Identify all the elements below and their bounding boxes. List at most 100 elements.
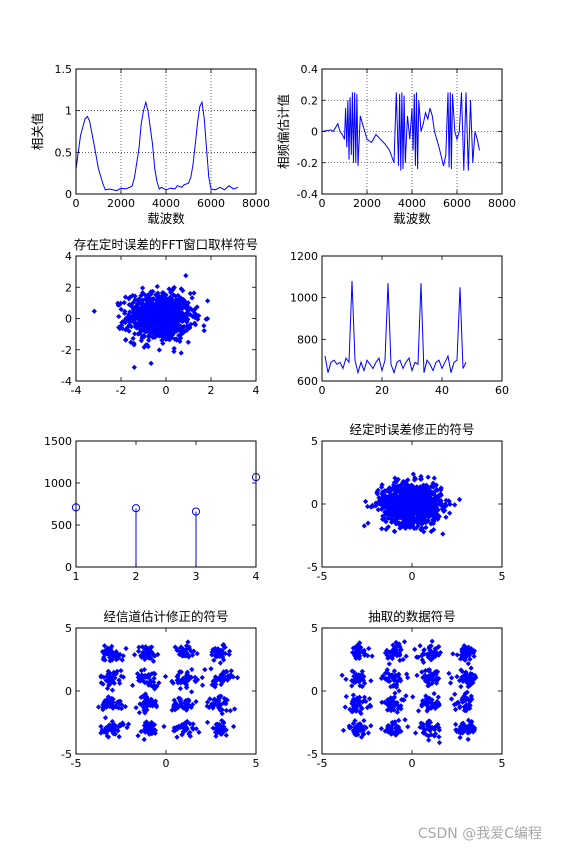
scatter-point <box>425 683 431 689</box>
scatter-point <box>422 674 428 680</box>
scatter-point <box>192 310 198 317</box>
scatter-point <box>160 331 166 337</box>
scatter-point <box>226 651 232 658</box>
scatter-point <box>117 325 123 332</box>
scatter-point <box>398 646 404 653</box>
scatter-point <box>145 295 151 301</box>
scatter-point <box>177 338 183 344</box>
scatter-point <box>147 645 153 651</box>
scatter-point <box>461 707 468 714</box>
scatter-point <box>385 678 391 684</box>
scatter-point <box>187 325 193 331</box>
scatter-point <box>152 331 159 337</box>
scatter-point <box>169 707 175 713</box>
scatter-point <box>188 704 194 711</box>
scatter-point <box>152 730 158 736</box>
scatter-point <box>146 648 152 654</box>
scatter-point <box>183 704 190 710</box>
scatter-point <box>416 513 422 519</box>
scatter-point <box>120 674 127 680</box>
scatter-point <box>141 328 147 334</box>
scatter-point <box>436 739 443 746</box>
scatter-point <box>378 675 385 682</box>
scatter-point <box>101 643 108 649</box>
scatter-point <box>384 667 390 673</box>
scatter-point <box>464 725 470 731</box>
scatter-point <box>383 510 389 516</box>
scatter-point <box>118 306 124 313</box>
scatter-point <box>112 731 118 737</box>
scatter-point <box>468 665 474 671</box>
scatter-point <box>192 322 199 328</box>
scatter-point <box>135 674 142 681</box>
scatter-point <box>100 656 106 663</box>
scatter-point <box>212 681 218 687</box>
scatter-point <box>218 681 224 688</box>
x-tick-label: -5 <box>317 570 328 583</box>
scatter-point <box>359 699 366 705</box>
scatter-point <box>145 343 151 350</box>
scatter-point <box>136 710 143 716</box>
y-tick-label: 1 <box>65 105 72 118</box>
scatter-point <box>160 315 166 321</box>
scatter-point <box>217 707 223 713</box>
scatter-point <box>402 717 408 723</box>
scatter-point <box>359 705 365 712</box>
scatter-point <box>234 675 241 681</box>
scatter-point <box>470 680 476 686</box>
scatter-point <box>191 648 197 654</box>
scatter-point <box>180 317 186 323</box>
scatter-point <box>180 723 186 729</box>
scatter-point <box>170 309 176 315</box>
scatter-point <box>105 645 111 651</box>
y-tick-label: 600 <box>297 375 318 388</box>
scatter-point <box>374 491 380 497</box>
scatter-point <box>152 326 159 333</box>
y-tick-label: 1500 <box>44 435 72 448</box>
scatter-point <box>201 327 207 334</box>
scatter-point <box>125 324 131 330</box>
scatter-point <box>349 668 355 674</box>
scatter-point <box>123 645 129 652</box>
x-tick-label: 0 <box>73 197 80 210</box>
scatter-point <box>167 333 174 340</box>
scatter-point <box>221 728 227 734</box>
scatter-point <box>193 699 199 705</box>
x-tick-label: 2 <box>133 570 140 583</box>
scatter-point <box>385 503 391 509</box>
scatter-point <box>121 299 127 306</box>
x-tick-label: 1 <box>73 570 80 583</box>
scatter-point <box>142 679 148 686</box>
y-axis-label: 相频偏估计值 <box>276 94 291 169</box>
scatter-point <box>151 334 157 340</box>
scatter-point <box>162 673 169 680</box>
scatter-point <box>414 672 420 679</box>
scatter-point <box>218 649 224 655</box>
scatter-point <box>438 487 444 493</box>
x-tick-label: 0 <box>409 757 416 770</box>
scatter-point <box>123 327 129 333</box>
scatter-point <box>467 671 474 677</box>
series <box>75 100 239 192</box>
scatter-point <box>397 677 403 683</box>
scatter-point <box>389 511 396 517</box>
scatter-point <box>171 697 177 703</box>
scatter-point <box>392 496 398 502</box>
scatter-point <box>427 724 433 730</box>
scatter-point <box>460 698 466 704</box>
scatter-point <box>161 723 167 730</box>
scatter-point <box>151 686 158 692</box>
scatter-point <box>358 734 365 740</box>
series <box>361 471 463 537</box>
scatter-point <box>408 506 414 513</box>
scatter-point <box>220 719 227 725</box>
scatter-point <box>410 694 416 700</box>
scatter-point <box>172 725 178 732</box>
scatter-point <box>141 705 147 711</box>
x-tick-label: 20 <box>375 384 389 397</box>
scatter-point <box>386 485 393 491</box>
scatter-point <box>425 654 431 660</box>
scatter-point <box>400 656 406 663</box>
x-tick-label: 8000 <box>242 197 270 210</box>
scatter-point <box>427 648 434 654</box>
